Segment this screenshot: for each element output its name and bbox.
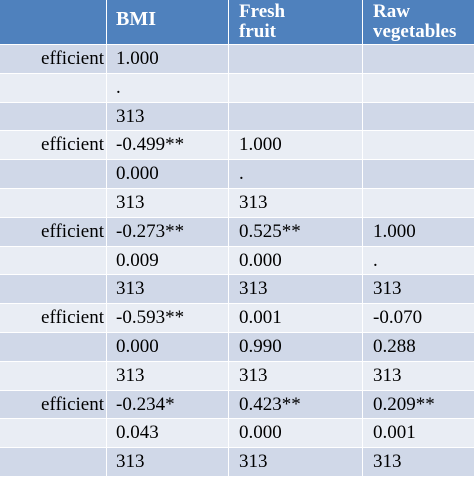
table-cell xyxy=(363,45,474,73)
table-cell: 313 xyxy=(107,448,229,476)
table-cell xyxy=(0,188,107,217)
table-cell xyxy=(229,45,363,73)
table-row: 313 313 313 xyxy=(0,275,474,305)
table-cell: 313 xyxy=(373,278,402,300)
table-cell: -0.234* xyxy=(107,390,229,419)
table-cell: -0.273** xyxy=(107,217,229,246)
table-cell: -0.499** xyxy=(107,131,229,160)
table-cell: -0.070 xyxy=(373,307,423,329)
table-cell: 313 xyxy=(107,102,229,131)
table-cell: 1.000 xyxy=(373,220,416,242)
table-row: 313 313 313 xyxy=(0,361,474,391)
table-cell: 0.000 xyxy=(229,246,363,275)
table-cell xyxy=(229,102,363,131)
row-label: efficient xyxy=(41,393,104,415)
table-row: . xyxy=(0,73,474,103)
header-raw-line2: vegetables xyxy=(373,21,457,42)
table-cell: 313 xyxy=(373,451,402,473)
row-label: efficient xyxy=(41,48,104,69)
table-body: efficient 1.000. 313 efficient -0.499** 1.000… xyxy=(0,45,474,477)
table-cell xyxy=(0,102,107,131)
table-row: 0.043 0.000 0.001 xyxy=(0,419,474,449)
table-row: efficient -0.273** 0.525** 1.000 xyxy=(0,217,474,247)
table-row: efficient -0.234* 0.423** 0.209** xyxy=(0,390,474,420)
table-cell xyxy=(0,419,107,448)
table-cell: 313 xyxy=(229,275,363,304)
table-cell: 313 xyxy=(107,361,229,390)
header-fresh-line1: Fresh xyxy=(239,1,286,22)
table-cell: 1.000 xyxy=(229,131,363,160)
table-row: 0.000 0.990 0.288 xyxy=(0,332,474,362)
table-cell xyxy=(0,275,107,304)
table-cell: 313 xyxy=(229,188,363,217)
table-cell: 0.043 xyxy=(107,419,229,448)
table-cell: 313 xyxy=(229,448,363,476)
table-cell xyxy=(0,361,107,390)
table-cell: 1.000 xyxy=(107,45,229,73)
table-cell xyxy=(229,73,363,102)
table-cell: 0.000 xyxy=(107,160,229,188)
header-cell-bmi: BMI xyxy=(107,0,229,44)
table-cell: . xyxy=(107,73,229,102)
table-cell: efficient xyxy=(0,45,107,73)
table-cell: 0.001 xyxy=(373,422,416,444)
table-row: efficient -0.593** 0.001 -0.070 xyxy=(0,304,474,333)
table-row: 313 xyxy=(0,102,474,132)
table-cell: efficient xyxy=(0,390,107,419)
table-cell: 0.000 xyxy=(229,419,363,448)
table-cell xyxy=(0,332,107,361)
table-cell: 0.009 xyxy=(107,246,229,275)
table-cell: 313 xyxy=(107,275,229,304)
header-cell-fresh-fruit: Fresh fruit xyxy=(229,0,363,44)
table-cell: . xyxy=(373,249,378,271)
table-cell xyxy=(0,448,107,476)
table-cell: 0.288 xyxy=(373,335,416,357)
row-label: efficient xyxy=(41,220,104,242)
table-row: 0.000. xyxy=(0,160,474,189)
header-raw-line1: Raw xyxy=(373,1,410,22)
table-cell: 313 xyxy=(373,364,402,386)
table-row: 313 313 xyxy=(0,188,474,218)
table-cell xyxy=(0,73,107,102)
table-cell: 0.000 xyxy=(107,332,229,361)
table-cell: efficient xyxy=(0,304,107,332)
table-cell xyxy=(0,246,107,275)
row-label: efficient xyxy=(41,307,104,329)
table-cell xyxy=(363,160,474,188)
table-cell: 0.001 xyxy=(229,304,363,332)
header-fresh-line2: fruit xyxy=(239,21,276,42)
table-cell: . xyxy=(229,160,363,188)
header-cell-empty xyxy=(0,0,107,44)
table-cell: 0.525** xyxy=(229,217,363,246)
table-cell xyxy=(363,131,474,159)
table-cell xyxy=(363,103,474,131)
table-cell: 313 xyxy=(107,188,229,217)
table-cell xyxy=(0,160,107,188)
header-cell-raw-vegetables: Raw vegetables xyxy=(363,0,474,44)
table-row: efficient 1.000 xyxy=(0,45,474,74)
table-cell: efficient xyxy=(0,131,107,160)
table-cell xyxy=(363,74,474,102)
table-cell xyxy=(363,189,474,217)
table-row: 0.009 0.000 . xyxy=(0,246,474,276)
table-cell: -0.593** xyxy=(107,304,229,332)
row-label: efficient xyxy=(41,134,104,156)
table-row: efficient -0.499** 1.000 xyxy=(0,131,474,161)
table-cell: efficient xyxy=(0,217,107,246)
table-row: 313 313 313 xyxy=(0,448,474,477)
table-cell: 0.423** xyxy=(229,390,363,419)
table-cell: 0.209** xyxy=(373,393,435,415)
table-cell: 313 xyxy=(229,361,363,390)
table-cell: 0.990 xyxy=(229,332,363,361)
table-header: BMI Fresh fruit Raw vegetables xyxy=(0,0,474,45)
